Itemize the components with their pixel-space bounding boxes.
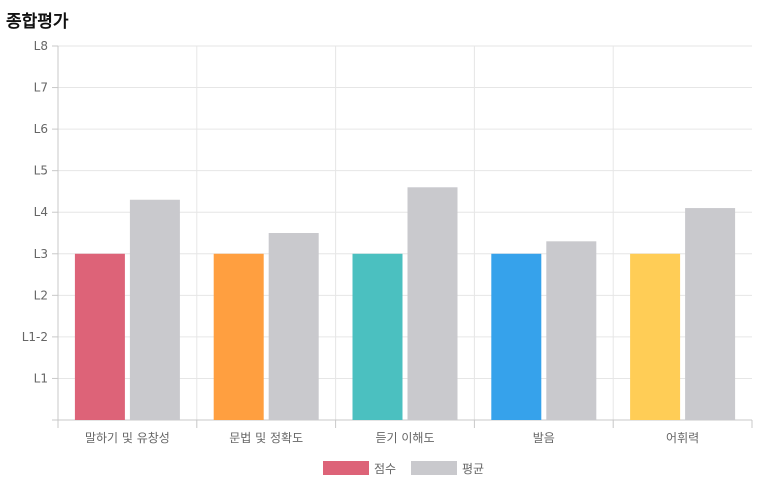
- x-tick-label: 어휘력: [666, 431, 699, 445]
- y-tick-label: L5: [34, 164, 48, 178]
- legend-swatch[interactable]: [411, 461, 457, 475]
- bar-score[interactable]: [213, 253, 264, 420]
- bar-average[interactable]: [268, 233, 319, 420]
- bar-average[interactable]: [129, 199, 180, 420]
- chart-title: 종합평가: [6, 12, 69, 32]
- y-tick-label: L1-2: [22, 330, 48, 344]
- y-tick-label: L4: [34, 205, 48, 219]
- y-tick-label: L2: [34, 288, 48, 302]
- bar-score[interactable]: [491, 253, 542, 420]
- y-tick-label: L6: [34, 122, 48, 136]
- y-tick-label: L7: [34, 81, 48, 95]
- y-tick-label: L1: [34, 371, 48, 385]
- legend-label[interactable]: 평균: [462, 462, 484, 476]
- bar-score[interactable]: [74, 253, 125, 420]
- x-tick-label: 문법 및 정확도: [229, 431, 303, 445]
- bar-average[interactable]: [407, 187, 458, 420]
- legend-label[interactable]: 점수: [374, 462, 396, 476]
- x-tick-label: 듣기 이해도: [375, 431, 434, 445]
- y-tick-label: L8: [34, 39, 48, 53]
- x-tick-label: 말하기 및 유창성: [85, 431, 170, 445]
- bar-average[interactable]: [546, 241, 597, 420]
- x-tick-label: 발음: [533, 431, 555, 445]
- y-tick-label: L3: [34, 247, 48, 261]
- legend-swatch[interactable]: [323, 461, 369, 475]
- bar-score[interactable]: [630, 253, 681, 420]
- legend: 점수 평균: [323, 461, 484, 476]
- bar-score[interactable]: [352, 253, 403, 420]
- bar-average[interactable]: [685, 208, 736, 420]
